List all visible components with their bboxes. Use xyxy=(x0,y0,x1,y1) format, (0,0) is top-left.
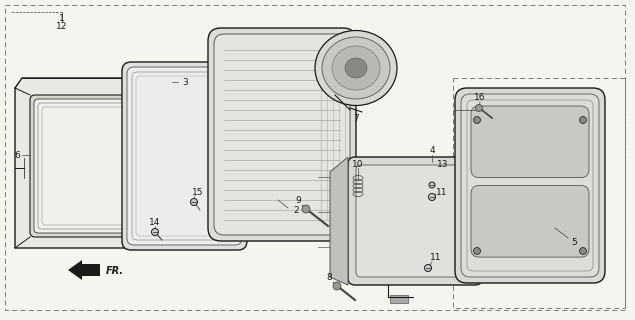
FancyBboxPatch shape xyxy=(127,67,242,245)
Text: 10: 10 xyxy=(352,159,364,169)
Text: 5: 5 xyxy=(571,237,577,246)
Polygon shape xyxy=(68,260,100,280)
Text: 3: 3 xyxy=(182,77,188,86)
FancyBboxPatch shape xyxy=(356,165,474,277)
Ellipse shape xyxy=(345,58,367,78)
Text: 1: 1 xyxy=(59,13,65,22)
Ellipse shape xyxy=(322,37,390,99)
FancyBboxPatch shape xyxy=(461,94,599,277)
FancyBboxPatch shape xyxy=(30,95,158,237)
FancyBboxPatch shape xyxy=(34,99,154,233)
Text: 15: 15 xyxy=(192,188,204,196)
FancyBboxPatch shape xyxy=(122,62,247,250)
FancyBboxPatch shape xyxy=(208,28,356,241)
FancyBboxPatch shape xyxy=(455,88,605,283)
Circle shape xyxy=(580,247,587,254)
Circle shape xyxy=(152,228,159,236)
Ellipse shape xyxy=(315,30,397,106)
Bar xyxy=(240,128,270,142)
Text: FR.: FR. xyxy=(106,266,124,276)
Ellipse shape xyxy=(332,46,380,90)
Circle shape xyxy=(190,198,197,205)
Circle shape xyxy=(580,116,587,124)
Text: 2: 2 xyxy=(293,205,299,214)
Text: 9: 9 xyxy=(295,196,301,204)
Text: 14: 14 xyxy=(149,218,161,227)
Circle shape xyxy=(333,282,341,290)
Text: 4: 4 xyxy=(429,146,435,155)
Circle shape xyxy=(302,205,310,213)
Bar xyxy=(390,295,408,303)
Circle shape xyxy=(474,247,481,254)
Circle shape xyxy=(474,116,481,124)
Text: 11: 11 xyxy=(436,188,448,196)
Text: 7: 7 xyxy=(353,114,359,123)
Text: 8: 8 xyxy=(326,274,332,283)
FancyBboxPatch shape xyxy=(471,186,589,257)
Text: 6: 6 xyxy=(14,150,20,159)
FancyBboxPatch shape xyxy=(214,34,350,235)
Text: 16: 16 xyxy=(474,92,486,101)
Polygon shape xyxy=(330,157,348,285)
Circle shape xyxy=(476,105,483,111)
Circle shape xyxy=(425,265,432,271)
Circle shape xyxy=(429,182,435,188)
Circle shape xyxy=(429,194,436,201)
Text: 12: 12 xyxy=(57,21,68,30)
Text: 13: 13 xyxy=(438,159,449,169)
FancyBboxPatch shape xyxy=(471,106,589,178)
FancyBboxPatch shape xyxy=(348,157,482,285)
Polygon shape xyxy=(15,78,168,248)
Text: 11: 11 xyxy=(431,253,442,262)
